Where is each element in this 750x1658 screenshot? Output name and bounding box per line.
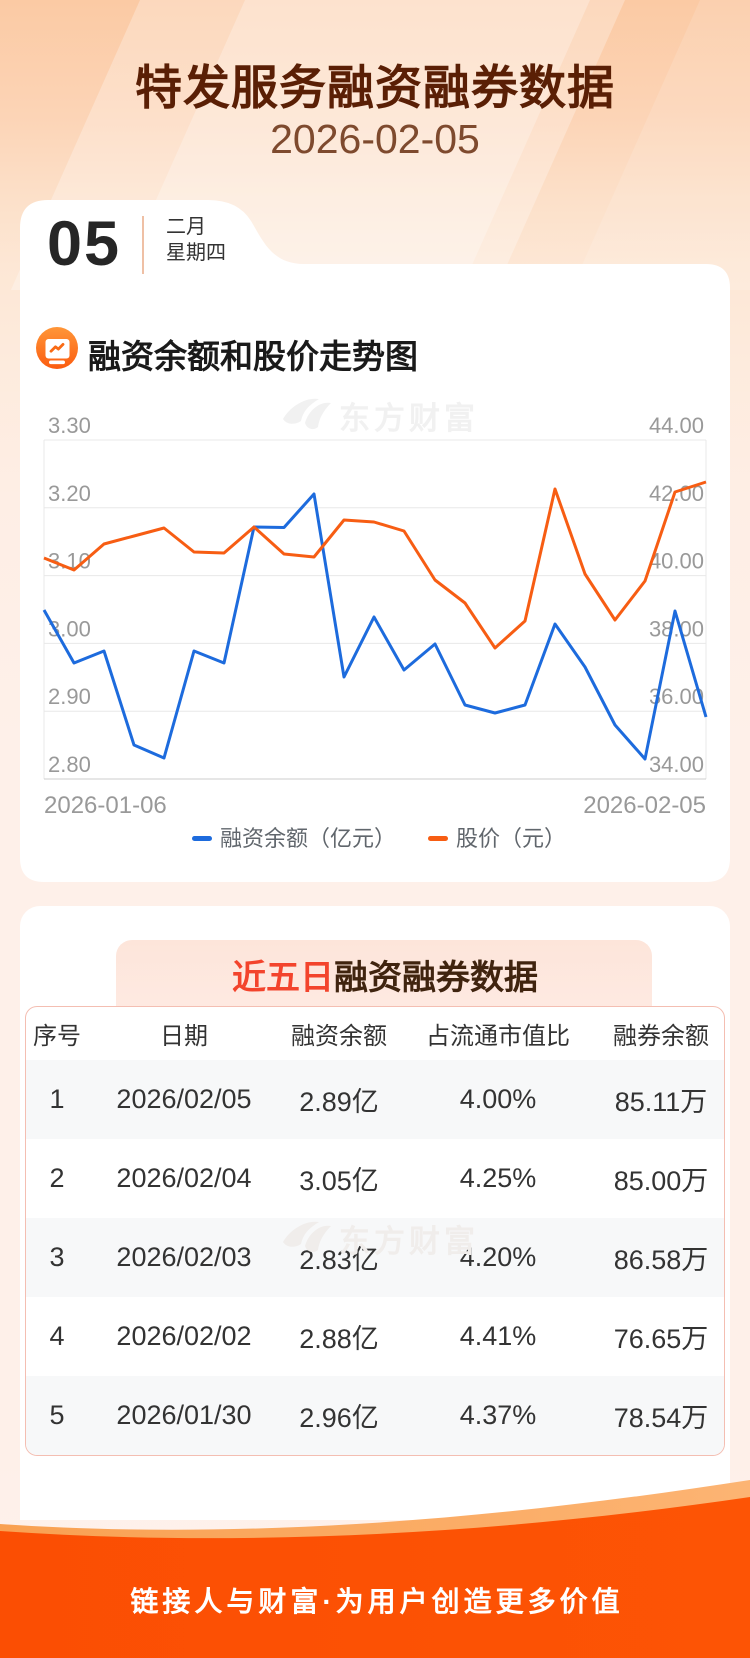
svg-text:融资余额（亿元）: 融资余额（亿元） <box>220 826 396 851</box>
svg-text:2026-02-05: 2026-02-05 <box>583 792 706 819</box>
svg-text:股价（元）: 股价（元） <box>456 826 566 851</box>
svg-text:3.20: 3.20 <box>48 481 91 506</box>
svg-text:40.00: 40.00 <box>649 549 704 574</box>
svg-text:2.80: 2.80 <box>48 752 91 777</box>
svg-text:3.30: 3.30 <box>48 413 91 438</box>
svg-text:东方财富: 东方财富 <box>339 401 479 436</box>
svg-text:2.90: 2.90 <box>48 684 91 709</box>
svg-text:2026-01-06: 2026-01-06 <box>44 792 167 819</box>
svg-text:34.00: 34.00 <box>649 752 704 777</box>
svg-text:44.00: 44.00 <box>649 413 704 438</box>
svg-text:东方财富: 东方财富 <box>339 1224 478 1259</box>
